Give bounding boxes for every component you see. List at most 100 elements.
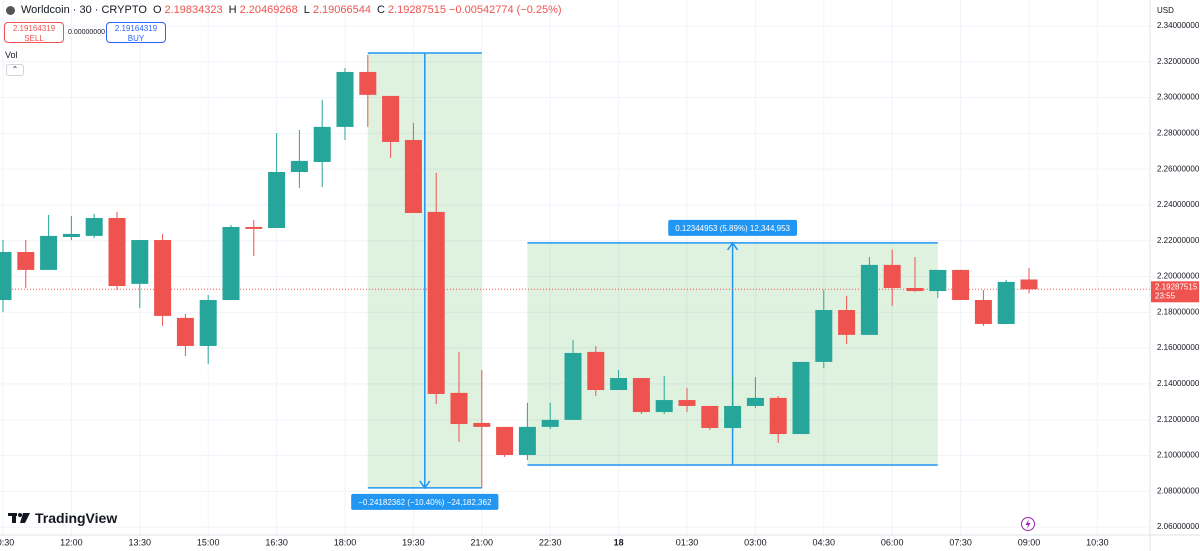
- buy-label: BUY: [127, 34, 145, 43]
- high-value: 2.20469268: [239, 4, 298, 16]
- candle-body: [838, 310, 856, 335]
- x-tick-label: 21:00: [471, 537, 494, 547]
- header: Worldcoin · 30 · CRYPTO O 2.19834323 H 2.2…: [6, 4, 562, 16]
- y-tick-label: 2.22000000: [1157, 236, 1200, 245]
- candle-body: [564, 352, 582, 420]
- x-tick-label: 12:00: [60, 537, 83, 547]
- symbol-title: Worldcoin · 30 · CRYPTO: [21, 4, 147, 16]
- current-price-label: 2.19287515: [1155, 282, 1198, 291]
- current-price-box: [1151, 281, 1199, 303]
- measure-label-bg: [351, 493, 499, 510]
- y-tick-label: 2.24000000: [1157, 200, 1200, 209]
- candle-body: [40, 235, 58, 270]
- candle-body: [678, 400, 696, 406]
- x-tick-label: 10:30: [0, 537, 14, 547]
- x-tick-label: 19:30: [402, 537, 425, 547]
- candle-body: [746, 397, 764, 406]
- x-tick-label: 22:30: [539, 537, 562, 547]
- candle-body: [1020, 279, 1038, 290]
- candle-body: [427, 211, 445, 394]
- x-tick-label: 15:00: [197, 537, 220, 547]
- collapse-button[interactable]: ⌃: [6, 64, 24, 76]
- y-tick-label: 2.30000000: [1157, 93, 1200, 102]
- y-tick-label: 2.14000000: [1157, 379, 1200, 388]
- candle-body: [860, 264, 878, 335]
- y-tick-label: 2.12000000: [1157, 415, 1200, 424]
- measure-label: 0.12344953 (5.89%) 12,344,953: [675, 224, 790, 233]
- candle-body: [496, 426, 514, 455]
- candle-body: [313, 126, 331, 162]
- sell-label: SELL: [24, 34, 44, 43]
- candle-body: [883, 264, 901, 288]
- volume-label: Vol: [5, 50, 18, 60]
- low-value: 2.19066544: [312, 4, 371, 16]
- candle-body: [404, 139, 422, 213]
- y-tick-label: 2.16000000: [1157, 343, 1200, 352]
- candle-body: [632, 378, 650, 413]
- candle-body: [769, 397, 787, 435]
- candle-body: [906, 287, 924, 292]
- logo-icon: [8, 513, 30, 523]
- candle-body: [701, 405, 719, 428]
- close-value: 2.19287515: [387, 4, 447, 16]
- symbol-icon: [6, 5, 15, 15]
- price-axis-bg: [1150, 0, 1200, 551]
- sell-button[interactable]: 2.19164319 SELL: [4, 22, 64, 43]
- close-label: C: [376, 4, 385, 16]
- x-tick-label: 03:00: [744, 537, 767, 547]
- measure-label: −0.24182362 (−10.40%) −24,182,362: [358, 498, 492, 507]
- sell-price: 2.19164319: [12, 24, 56, 33]
- measure-label-bg: [668, 219, 797, 236]
- candle-body: [724, 405, 742, 428]
- y-tick-label: 2.26000000: [1157, 164, 1200, 173]
- logo-text: TradingView: [35, 510, 118, 526]
- candle-body: [85, 218, 103, 236]
- logo: TradingView: [8, 510, 117, 526]
- x-tick-label: 16:30: [265, 537, 288, 547]
- buy-price: 2.19164319: [114, 24, 158, 33]
- candle-body: [815, 310, 833, 362]
- event-badge-icon: [1025, 519, 1031, 529]
- candle-body: [17, 252, 35, 270]
- candle-body: [655, 400, 673, 413]
- candle-body: [518, 426, 536, 455]
- x-tick-label: 07:30: [949, 537, 972, 547]
- x-tick-label: 06:00: [881, 537, 904, 547]
- x-tick-label: 09:00: [1018, 537, 1041, 547]
- buy-button[interactable]: 2.19164319 BUY: [106, 22, 166, 43]
- spread: 0.00000000: [68, 29, 105, 36]
- x-tick-label: 04:30: [813, 537, 836, 547]
- x-tick-label: 18:00: [334, 537, 357, 547]
- candle-body: [290, 160, 308, 173]
- candle-body: [952, 269, 970, 300]
- open-value: 2.19834323: [164, 4, 223, 16]
- candle-body: [997, 281, 1015, 324]
- candle-body: [222, 226, 240, 300]
- candle-body: [792, 361, 810, 435]
- change: −0.00542774 (−0.25%): [449, 4, 562, 16]
- candle-body: [541, 419, 559, 427]
- candle-body: [108, 218, 126, 287]
- candle-body: [974, 299, 992, 324]
- candle-body: [336, 71, 354, 127]
- y-tick-label: 2.10000000: [1157, 451, 1200, 460]
- candle-body: [62, 233, 80, 237]
- candle-body: [450, 392, 468, 425]
- candle-body: [610, 378, 628, 391]
- countdown-label: 23:55: [1155, 291, 1176, 300]
- candle-body: [0, 252, 12, 300]
- y-tick-label: 2.18000000: [1157, 307, 1200, 316]
- candle-body: [382, 95, 400, 142]
- candle-body: [176, 317, 194, 346]
- x-tick-label: 18: [614, 537, 624, 547]
- candle-body: [199, 299, 217, 346]
- candle-body: [929, 269, 947, 292]
- candle-body: [245, 226, 263, 229]
- y-tick-label: 2.32000000: [1157, 57, 1200, 66]
- y-tick-label: 2.28000000: [1157, 128, 1200, 137]
- measure-arrow-head: [726, 241, 739, 251]
- low-label: L: [303, 4, 310, 16]
- y-tick-label: 2.34000000: [1157, 21, 1200, 30]
